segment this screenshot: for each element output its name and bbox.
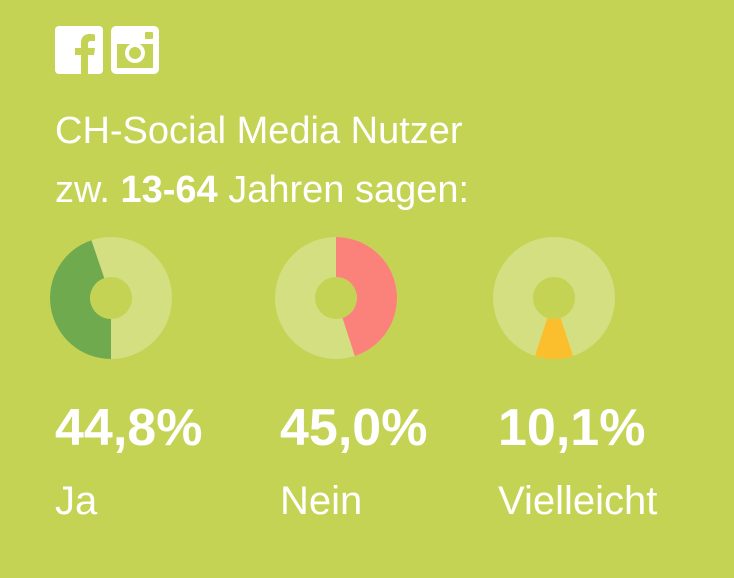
donut-ja: [49, 237, 172, 359]
headline-age-range: 13-64: [120, 169, 218, 211]
donut-vielleicht: [493, 237, 615, 360]
pie-slice-ja: [49, 240, 111, 359]
pie-slice-vielleicht: [534, 317, 574, 360]
donut-nein: [275, 237, 397, 359]
headline-line2-suffix: Jahren sagen:: [217, 169, 470, 211]
category-label-vielleicht: Vielleicht: [498, 479, 658, 523]
pie-slice-nein: [336, 237, 397, 357]
value-label-nein: 45,0%: [280, 399, 428, 457]
stat-nein: 45,0% Nein: [280, 396, 500, 526]
instagram-icon[interactable]: [111, 26, 159, 74]
social-icons: [55, 26, 159, 74]
value-label-ja: 44,8%: [55, 399, 203, 457]
headline-line1: CH-Social Media Nutzer: [55, 110, 463, 152]
facebook-icon[interactable]: [55, 26, 103, 74]
headline-line2-prefix: zw.: [55, 169, 121, 211]
category-label-ja: Ja: [55, 479, 98, 523]
headline: CH-Social Media Nutzer zw. 13-64 Jahren …: [55, 102, 469, 220]
category-label-nein: Nein: [280, 479, 363, 523]
stat-vielleicht: 10,1% Vielleicht: [498, 396, 718, 526]
value-label-vielleicht: 10,1%: [498, 399, 646, 457]
stat-ja: 44,8% Ja: [55, 396, 275, 526]
